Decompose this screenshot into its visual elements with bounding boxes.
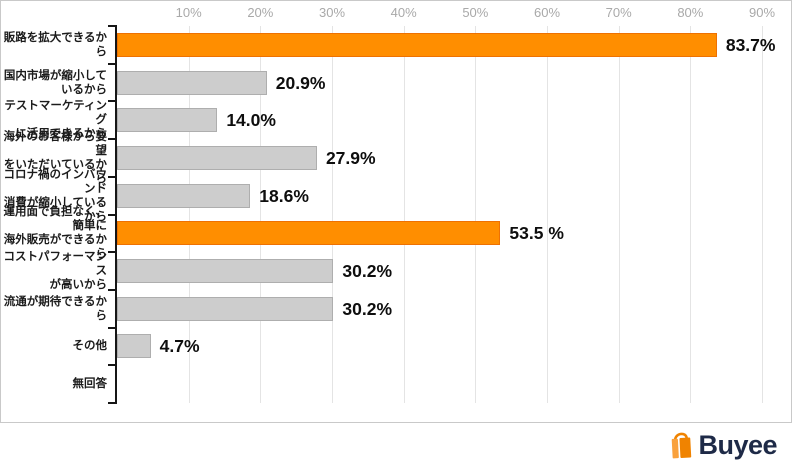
y-axis-tick (108, 175, 117, 178)
value-label: 20.9% (275, 72, 326, 93)
y-axis-tick (108, 213, 117, 216)
x-tick-label: 80% (677, 5, 704, 20)
gridline (332, 26, 333, 403)
category-label: 流通が期待できるから (3, 295, 107, 322)
category-label: 海外のお客様から要望 をいただいているから (3, 130, 108, 185)
y-axis-tick (108, 402, 117, 404)
gridline (690, 26, 692, 403)
x-tick-label: 60% (533, 5, 561, 20)
x-tick-label: 50% (462, 5, 489, 20)
chart-panel: 販路を拡大できるから 国内市場が縮小して いるからテストマーケティング に活用でき… (0, 0, 792, 423)
category-label: 運用面で負担なく、簡単に 海外販売ができるから (3, 206, 108, 261)
y-axis-tick (108, 25, 117, 27)
plot-area: 10% 20% 30% 40% 50% 60% 70% 80% 90% 83.7% 20.9% 14.… (108, 5, 777, 404)
bar (117, 70, 267, 95)
x-tick-label: 30% (318, 5, 346, 20)
bar (117, 221, 501, 246)
x-tick-label: 90% (748, 5, 776, 20)
y-axis-tick (108, 100, 117, 103)
bar (117, 296, 334, 321)
bar (117, 183, 251, 208)
gridline (188, 26, 190, 403)
category-label: 無回答 (72, 378, 108, 391)
category-label: テストマーケティング に活用できるから (4, 100, 107, 141)
value-label: 30.2% (342, 298, 393, 319)
gridline (618, 26, 620, 403)
value-label: 4.7% (159, 336, 200, 357)
bar (117, 334, 151, 359)
x-tick-label: 20% (247, 5, 274, 20)
y-axis-tick (108, 62, 117, 65)
value-label: 30.2% (342, 261, 393, 281)
y-axis-tick (108, 251, 117, 254)
gridline (547, 26, 548, 403)
y-axis-tick (108, 326, 117, 329)
category-label: 国内市場が縮小して いるから (3, 69, 107, 96)
gridline (260, 26, 262, 403)
gridline (403, 26, 405, 403)
x-tick-label: 40% (390, 5, 417, 20)
category-label: 販路を拡大できるから (3, 31, 107, 58)
bar (117, 259, 334, 283)
category-label: その他 (72, 340, 108, 353)
value-label: 27.9% (325, 147, 376, 168)
value-label: 18.6% (259, 185, 309, 206)
bar (117, 145, 317, 170)
x-tick-label: 70% (605, 5, 632, 20)
gridline (475, 26, 477, 403)
gridline (762, 26, 763, 403)
y-axis-tick (108, 364, 117, 367)
value-label: 53.5 % (509, 223, 564, 244)
y-axis-tick (108, 288, 117, 291)
category-labels: 販路を拡大できるから 国内市場が縮小して いるからテストマーケティング に活用でき… (1, 26, 108, 403)
bar (117, 108, 218, 133)
buyee-logo: Buyee (667, 428, 777, 462)
value-label: 83.7% (725, 34, 776, 55)
logo-text: Buyee (698, 430, 777, 460)
category-label: コストパフォーマンス が高いから (3, 251, 108, 292)
bar (117, 32, 717, 57)
y-axis-tick (108, 138, 117, 141)
shopping-bag-icon (667, 429, 695, 461)
value-label: 14.0% (226, 110, 276, 131)
x-tick-label: 10% (175, 5, 202, 20)
